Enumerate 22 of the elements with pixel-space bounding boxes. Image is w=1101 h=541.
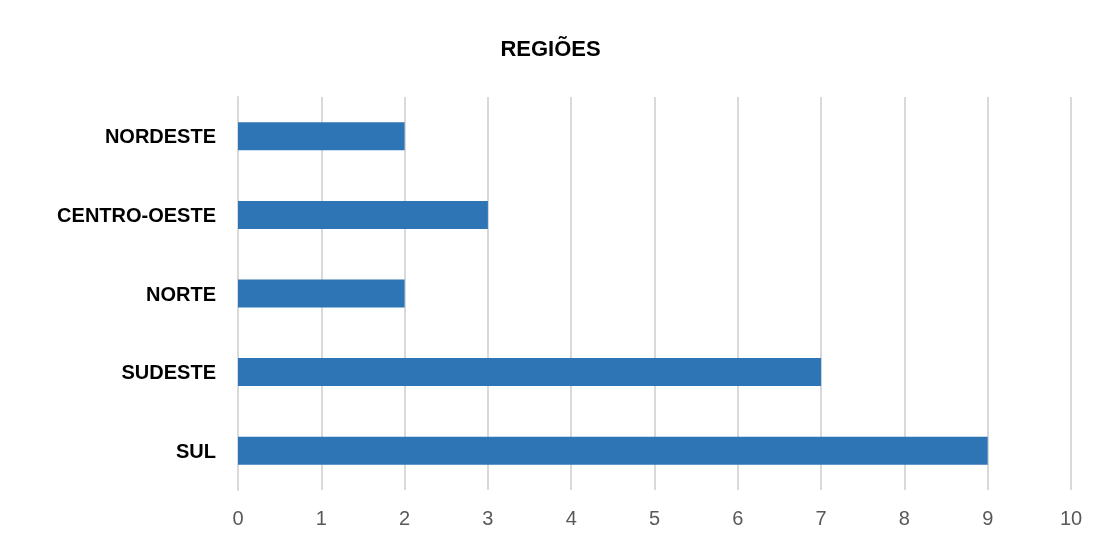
- bar: [238, 200, 488, 229]
- x-tick-label: 3: [482, 507, 494, 529]
- x-tick-label: 5: [648, 507, 661, 529]
- y-tick-label: SUL: [176, 439, 216, 462]
- bar: [238, 436, 988, 465]
- bar: [238, 358, 822, 387]
- x-tick-label: 0: [232, 507, 244, 529]
- y-tick-label: NORTE: [146, 282, 216, 305]
- x-tick-label: 6: [732, 507, 744, 529]
- x-tick-label: 9: [982, 507, 994, 529]
- y-tick-label: SUDESTE: [121, 361, 216, 384]
- chart-title: REGIÕES: [500, 35, 601, 61]
- bar: [238, 279, 405, 308]
- bar: [238, 122, 405, 151]
- x-tick-label: 1: [315, 507, 327, 529]
- x-tick-label: 4: [565, 507, 577, 529]
- y-tick-label: NORDESTE: [104, 125, 216, 148]
- y-tick-label: CENTRO-OESTE: [57, 203, 216, 226]
- x-tick-label: 7: [815, 507, 827, 529]
- x-tick-label: 8: [898, 507, 910, 529]
- x-tick-label: 10: [1059, 507, 1083, 529]
- x-tick-label: 2: [399, 507, 411, 529]
